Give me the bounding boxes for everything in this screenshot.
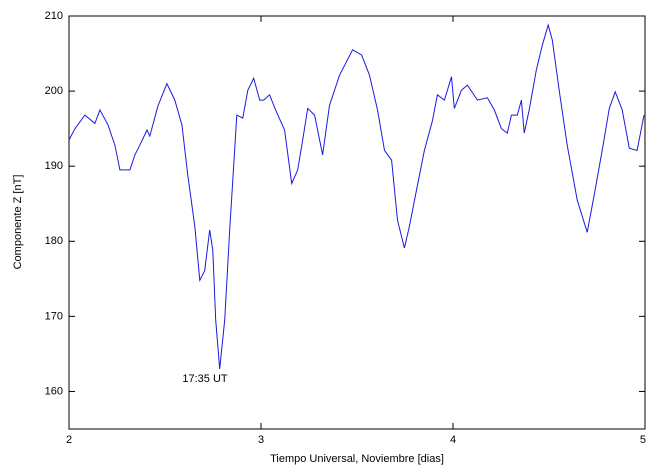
- y-tick-label: 160: [45, 385, 63, 397]
- y-tick-label: 210: [45, 10, 63, 22]
- data-line: [68, 23, 645, 369]
- y-tick-label: 190: [45, 160, 63, 172]
- x-axis-label: Tiempo Universal, Noviembre [dias]: [270, 453, 444, 465]
- x-tick-label: 4: [450, 434, 456, 446]
- plot-frame: [68, 15, 646, 430]
- y-axis-label: Componente Z [nT]: [12, 175, 24, 270]
- x-tick-label: 2: [66, 434, 72, 446]
- x-tick-label: 5: [640, 434, 646, 446]
- y-tick-label: 180: [45, 235, 63, 247]
- y-tick-label: 170: [45, 310, 63, 322]
- annotation: 17:35 UT: [182, 373, 228, 385]
- y-tick-label: 200: [45, 85, 63, 97]
- x-tick-label: 3: [258, 434, 264, 446]
